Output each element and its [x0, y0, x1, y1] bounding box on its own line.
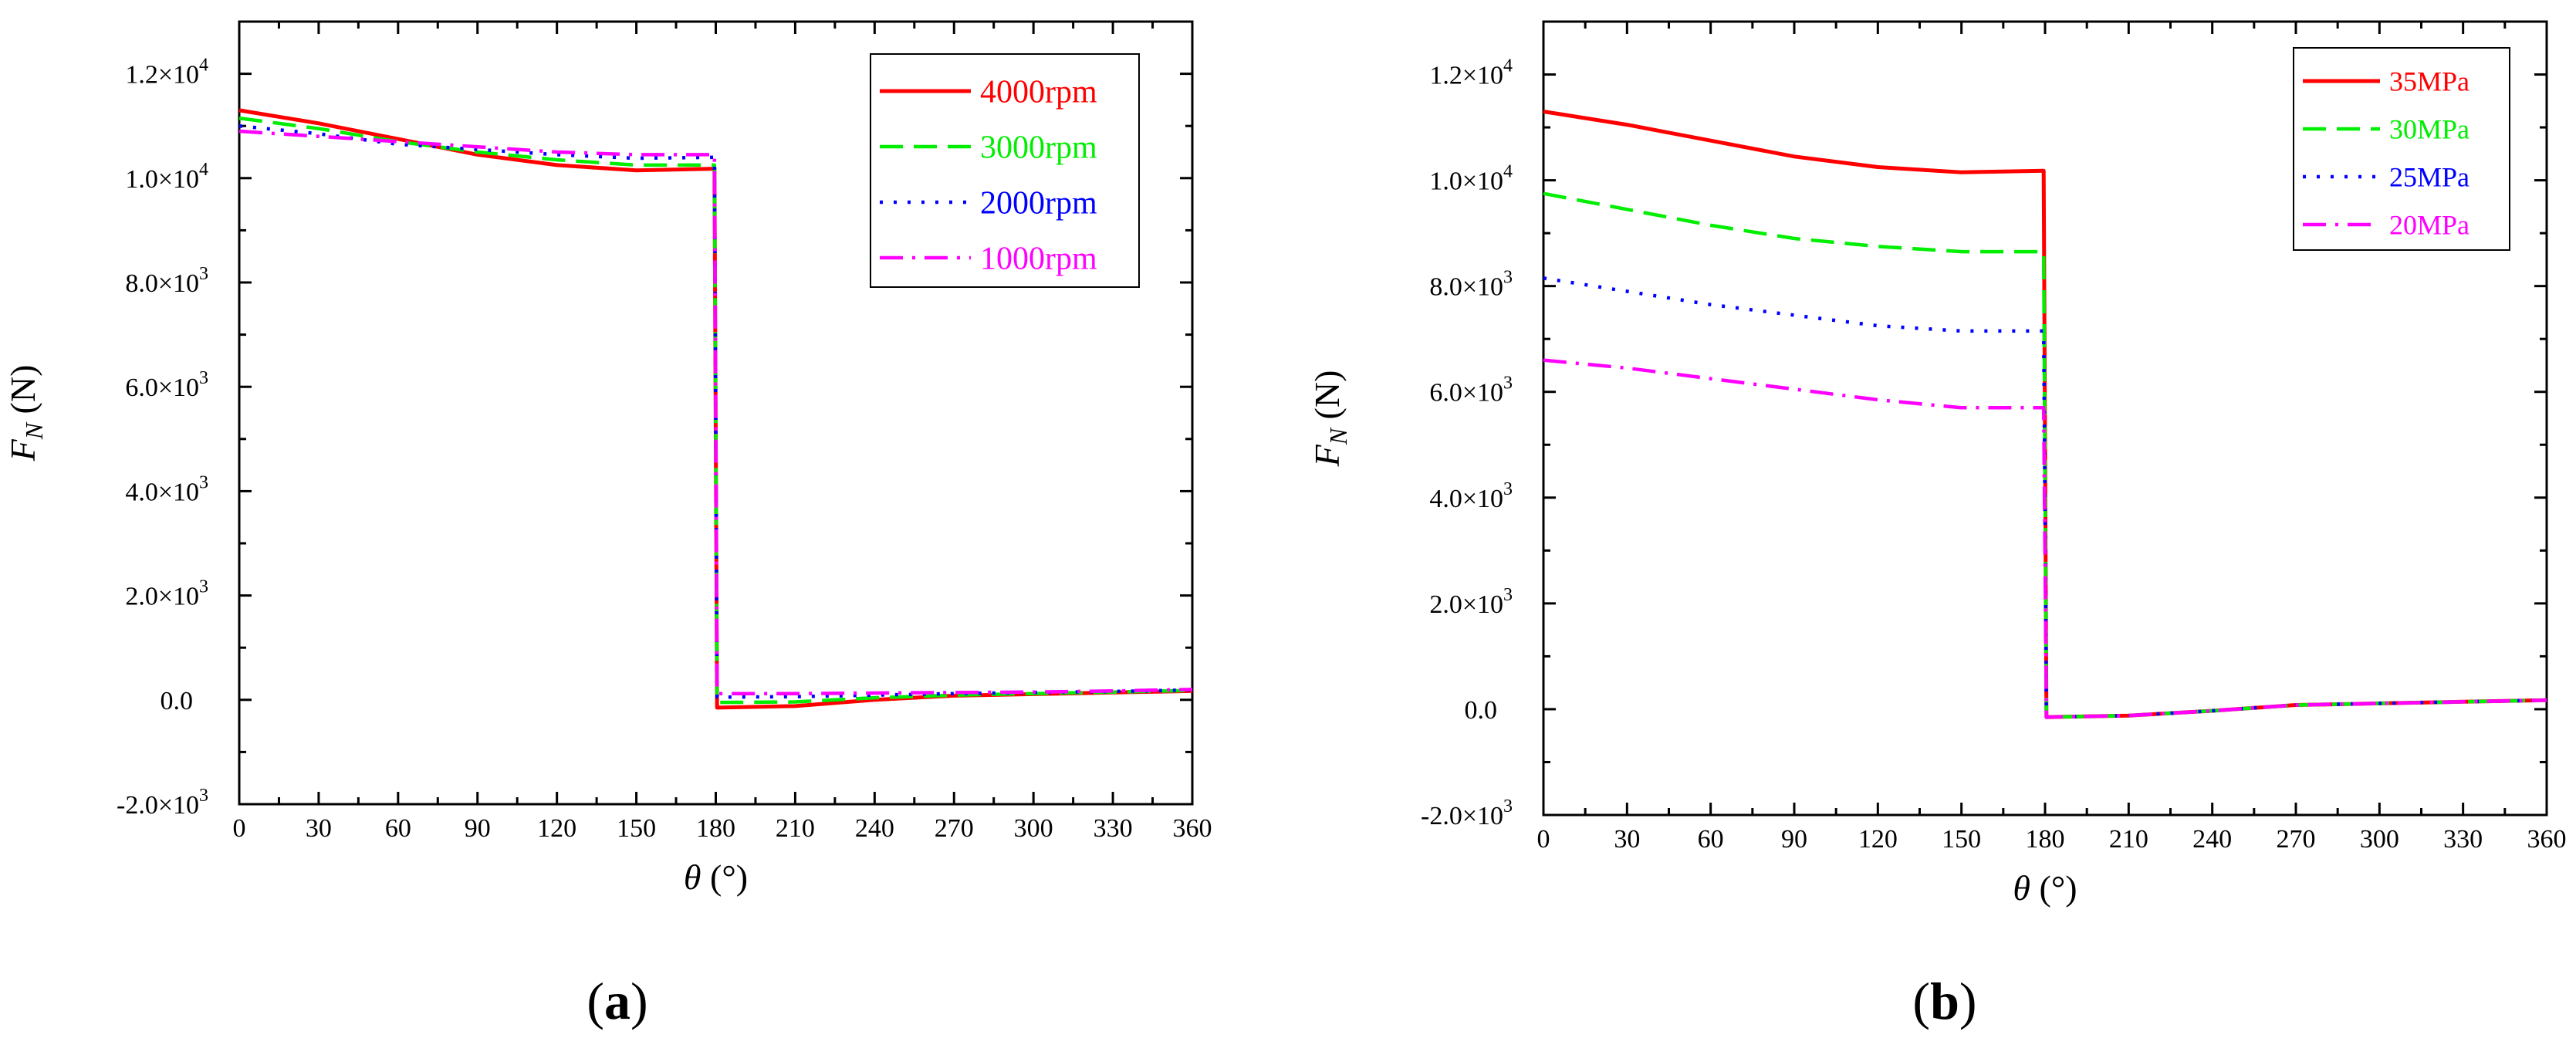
x-tick-label: 300	[2360, 825, 2399, 854]
x-tick-label: 90	[465, 814, 491, 843]
x-tick-label: 210	[776, 814, 815, 843]
x-tick-label: 150	[617, 814, 656, 843]
legend-label-1000rpm: 1000rpm	[980, 242, 1097, 277]
x-tick-label: 60	[1698, 825, 1724, 854]
legend-label-2000rpm: 2000rpm	[980, 186, 1097, 221]
y-axis-label: FN (N)	[3, 365, 48, 462]
series-line-1000rpm	[238, 129, 1193, 695]
legend-label-3000rpm: 3000rpm	[980, 130, 1097, 166]
x-tick-label: 360	[2527, 825, 2567, 854]
legend-label-20MPa: 20MPa	[2389, 210, 2470, 241]
y-tick-label: 2.0×103	[1429, 585, 1513, 619]
y-tick-label: 6.0×103	[125, 368, 208, 402]
series-line-20MPa	[1543, 358, 2547, 719]
x-tick-label: 120	[537, 814, 576, 843]
x-tick-label: 90	[1781, 825, 1807, 854]
legend-label-4000rpm: 4000rpm	[980, 75, 1097, 110]
legend-label-30MPa: 30MPa	[2389, 114, 2470, 145]
y-tick-label: 0.0	[161, 687, 194, 715]
y-tick-label: 1.0×104	[125, 160, 208, 194]
x-tick-label: 330	[1094, 814, 1133, 843]
y-axis-label: FN (N)	[1307, 370, 1352, 468]
panel-label-b: (b)	[1912, 972, 1976, 1030]
x-tick-label: 180	[696, 814, 735, 843]
y-tick-label: 1.2×104	[125, 56, 208, 90]
x-tick-label: 150	[1942, 825, 1981, 854]
x-tick-label: 30	[1614, 825, 1640, 854]
x-tick-label: 270	[935, 814, 974, 843]
legend-label-25MPa: 25MPa	[2389, 162, 2470, 193]
x-tick-label: 270	[2277, 825, 2316, 854]
x-tick-label: 0	[233, 814, 246, 843]
y-tick-label: 6.0×103	[1429, 374, 1513, 407]
x-tick-label: 300	[1014, 814, 1053, 843]
x-tick-label: 120	[1858, 825, 1898, 854]
series-line-3000rpm	[238, 116, 1193, 705]
x-tick-label: 210	[2109, 825, 2148, 854]
y-tick-label: 0.0	[1465, 696, 1498, 725]
x-axis-label: θ (°)	[2013, 868, 2077, 908]
x-tick-label: 240	[2192, 825, 2232, 854]
chart-panel-a: 0 30 60 90 120 150 180 210 240 270 300 330 360 -2.0×1…	[3, 20, 1212, 897]
y-tick-label: 8.0×103	[125, 264, 208, 298]
series-line-30MPa	[1543, 191, 2547, 719]
x-tick-label: 30	[306, 814, 332, 843]
legend-label-35MPa: 35MPa	[2389, 66, 2470, 97]
x-tick-label: 0	[1537, 825, 1550, 854]
x-tick-label: 180	[2026, 825, 2065, 854]
y-tick-label: 8.0×103	[1429, 268, 1513, 302]
y-tick-label: 2.0×103	[125, 577, 208, 611]
chart-panel-b: 0 30 60 90 120 150 180 210 240 270 300 330 360 -2.0×1…	[1307, 20, 2567, 908]
y-tick-label: -2.0×103	[1421, 796, 1513, 830]
y-tick-label: 1.2×104	[1429, 56, 1513, 90]
panel-label-a: (a)	[587, 972, 647, 1030]
y-tick-label: 1.0×104	[1429, 162, 1513, 196]
x-tick-label: 60	[385, 814, 411, 843]
x-tick-label: 360	[1173, 814, 1212, 843]
x-tick-label: 240	[855, 814, 894, 843]
y-tick-label: 4.0×103	[1429, 479, 1513, 513]
y-tick-label: 4.0×103	[125, 472, 208, 506]
x-tick-label: 330	[2443, 825, 2483, 854]
y-tick-label: -2.0×103	[117, 786, 208, 820]
x-axis-label: θ (°)	[684, 857, 748, 897]
